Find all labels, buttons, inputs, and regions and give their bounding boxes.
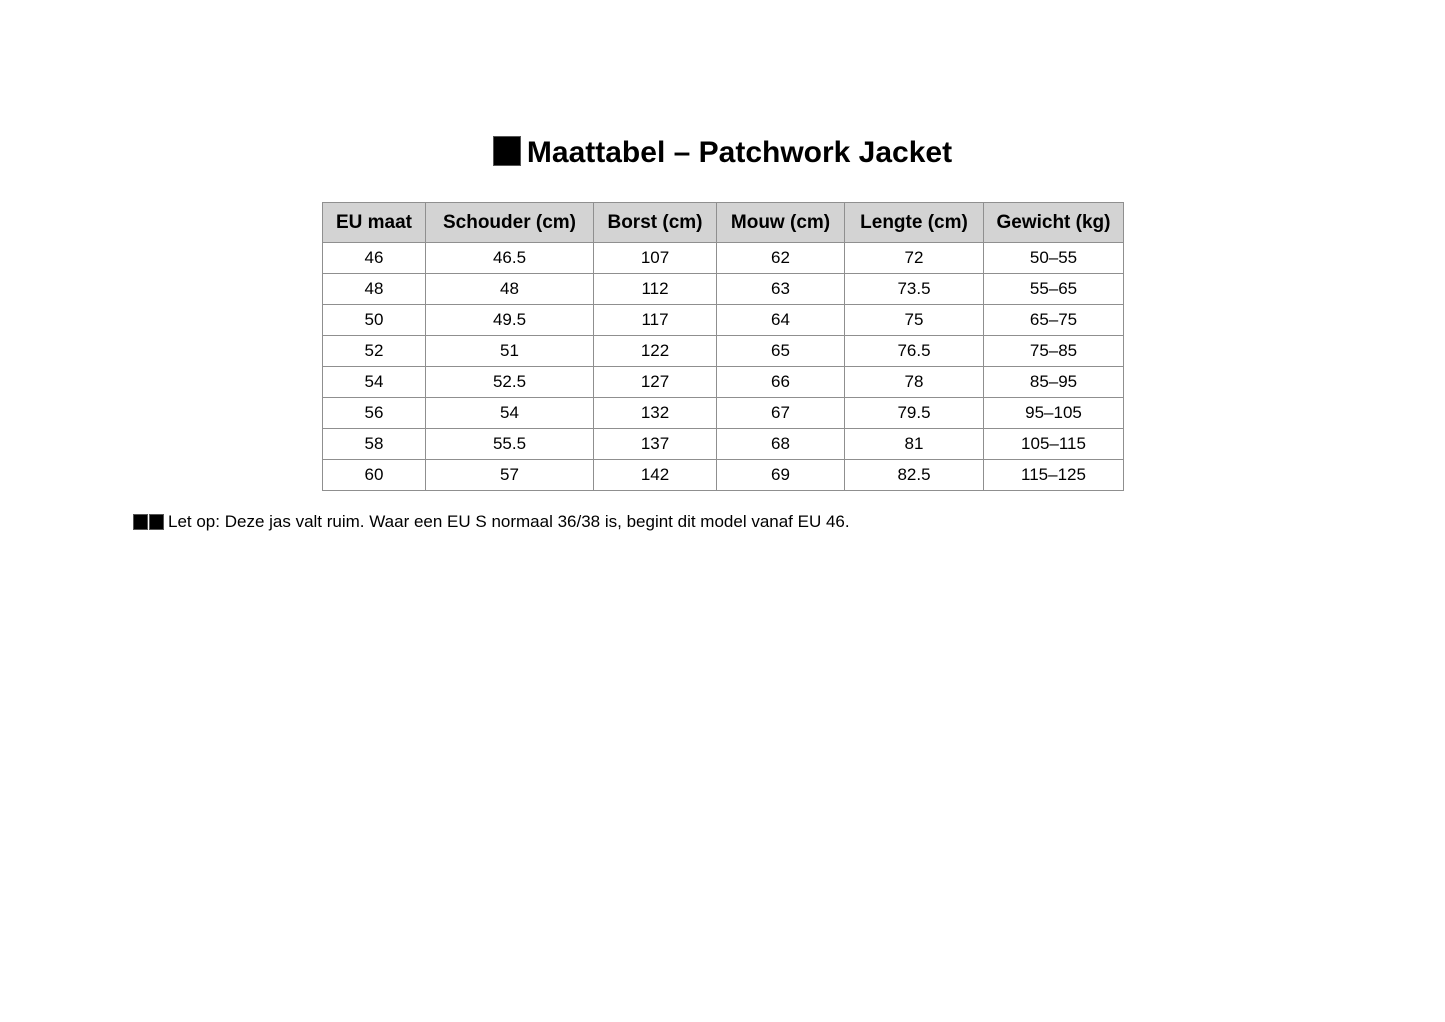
table-cell: 55.5 xyxy=(425,428,594,460)
table-cell: 107 xyxy=(593,242,717,274)
table-cell: 81 xyxy=(844,428,984,460)
table-cell: 85–95 xyxy=(983,366,1124,398)
size-table-body: 46 46.5 107 62 72 50–55 48 48 112 63 73.5 55–65 50 49… xyxy=(322,242,1124,491)
table-cell: 112 xyxy=(593,273,717,305)
table-cell: 52.5 xyxy=(425,366,594,398)
table-row: 56 54 132 67 79.5 95–105 xyxy=(322,397,1124,429)
table-cell: 75–85 xyxy=(983,335,1124,367)
table-row: 50 49.5 117 64 75 65–75 xyxy=(322,304,1124,336)
size-table: EU maat Schouder (cm) Borst (cm) Mouw (cm) L… xyxy=(322,202,1124,491)
table-cell: 67 xyxy=(716,397,845,429)
table-cell: 51 xyxy=(425,335,594,367)
table-cell: 68 xyxy=(716,428,845,460)
table-cell: 132 xyxy=(593,397,717,429)
table-cell: 64 xyxy=(716,304,845,336)
table-cell: 82.5 xyxy=(844,459,984,491)
note-text: Let op: Deze jas valt ruim. Waar een EU … xyxy=(168,512,850,531)
table-cell: 58 xyxy=(322,428,426,460)
table-cell: 50 xyxy=(322,304,426,336)
table-row: 52 51 122 65 76.5 75–85 xyxy=(322,335,1124,367)
column-header: Mouw (cm) xyxy=(716,202,845,243)
column-header: EU maat xyxy=(322,202,426,243)
table-cell: 50–55 xyxy=(983,242,1124,274)
table-cell: 69 xyxy=(716,459,845,491)
table-cell: 127 xyxy=(593,366,717,398)
table-cell: 48 xyxy=(425,273,594,305)
table-cell: 65 xyxy=(716,335,845,367)
table-cell: 78 xyxy=(844,366,984,398)
table-cell: 142 xyxy=(593,459,717,491)
table-cell: 115–125 xyxy=(983,459,1124,491)
table-cell: 105–115 xyxy=(983,428,1124,460)
table-cell: 60 xyxy=(322,459,426,491)
table-cell: 62 xyxy=(716,242,845,274)
table-cell: 137 xyxy=(593,428,717,460)
black-square-icon xyxy=(133,514,148,530)
table-cell: 54 xyxy=(322,366,426,398)
table-cell: 66 xyxy=(716,366,845,398)
table-cell: 75 xyxy=(844,304,984,336)
table-cell: 52 xyxy=(322,335,426,367)
black-square-icon xyxy=(492,136,521,166)
table-cell: 46.5 xyxy=(425,242,594,274)
table-cell: 54 xyxy=(425,397,594,429)
table-cell: 55–65 xyxy=(983,273,1124,305)
table-cell: 117 xyxy=(593,304,717,336)
size-table-header-row: EU maat Schouder (cm) Borst (cm) Mouw (cm) L… xyxy=(322,202,1124,243)
table-cell: 46 xyxy=(322,242,426,274)
table-cell: 95–105 xyxy=(983,397,1124,429)
page-title-text: Maattabel – Patchwork Jacket xyxy=(526,136,953,169)
size-table-head: EU maat Schouder (cm) Borst (cm) Mouw (cm) L… xyxy=(322,202,1124,243)
black-square-icon xyxy=(149,514,164,530)
table-row: 46 46.5 107 62 72 50–55 xyxy=(322,242,1124,274)
table-row: 48 48 112 63 73.5 55–65 xyxy=(322,273,1124,305)
table-cell: 63 xyxy=(716,273,845,305)
table-cell: 57 xyxy=(425,459,594,491)
column-header: Schouder (cm) xyxy=(425,202,594,243)
table-cell: 72 xyxy=(844,242,984,274)
page-title: Maattabel – Patchwork Jacket xyxy=(0,136,1445,170)
table-cell: 79.5 xyxy=(844,397,984,429)
table-cell: 65–75 xyxy=(983,304,1124,336)
table-row: 58 55.5 137 68 81 105–115 xyxy=(322,428,1124,460)
column-header: Borst (cm) xyxy=(593,202,717,243)
table-row: 54 52.5 127 66 78 85–95 xyxy=(322,366,1124,398)
table-cell: 48 xyxy=(322,273,426,305)
table-row: 60 57 142 69 82.5 115–125 xyxy=(322,459,1124,491)
table-cell: 49.5 xyxy=(425,304,594,336)
table-cell: 56 xyxy=(322,397,426,429)
column-header: Lengte (cm) xyxy=(844,202,984,243)
table-cell: 76.5 xyxy=(844,335,984,367)
table-cell: 73.5 xyxy=(844,273,984,305)
column-header: Gewicht (kg) xyxy=(983,202,1124,243)
table-cell: 122 xyxy=(593,335,717,367)
note: Let op: Deze jas valt ruim. Waar een EU … xyxy=(133,511,850,533)
